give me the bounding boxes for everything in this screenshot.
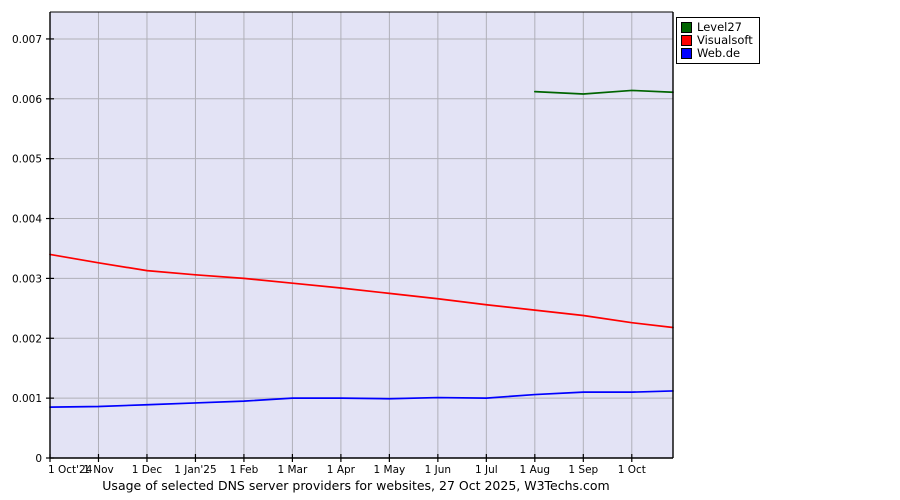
x-axis-tick-label: 1 Aug bbox=[520, 464, 551, 476]
x-axis-tick-label: 1 Jun bbox=[425, 464, 451, 476]
y-axis-tick-label: 0.006 bbox=[12, 94, 42, 106]
legend-item-level27: Level27 bbox=[681, 21, 753, 34]
legend-swatch-visualsoft bbox=[681, 35, 692, 46]
x-axis-tick-label: 1 Dec bbox=[132, 464, 163, 476]
gridlines bbox=[50, 12, 673, 458]
y-axis-tick-label: 0.003 bbox=[12, 273, 42, 285]
x-axis-tick-label: 1 Jul bbox=[475, 464, 498, 476]
y-axis-tick-label: 0 bbox=[35, 453, 42, 465]
series-line-web-de bbox=[49, 390, 674, 408]
data-series-lines bbox=[49, 89, 674, 408]
x-axis-tick-label: 1 Oct bbox=[618, 464, 646, 476]
legend-swatch-webde bbox=[681, 48, 692, 59]
legend-label-webde: Web.de bbox=[697, 46, 741, 60]
x-axis-tick-label: 1 May bbox=[374, 464, 406, 476]
legend-label-level27: Level27 bbox=[697, 20, 742, 34]
plot-background bbox=[50, 12, 673, 458]
y-axis-tick-label: 0.004 bbox=[12, 214, 42, 226]
legend-label-visualsoft: Visualsoft bbox=[697, 33, 753, 47]
x-axis-tick-label: 1 Feb bbox=[230, 464, 259, 476]
x-axis-tick-label: 1 Oct'24 bbox=[48, 464, 93, 476]
series-line-visualsoft bbox=[49, 253, 674, 329]
x-axis-tick-label: 1 Mar bbox=[277, 464, 308, 476]
x-axis-tick-label: 1 Sep bbox=[568, 464, 598, 476]
legend-item-webde: Web.de bbox=[681, 47, 753, 60]
series-line-level27 bbox=[533, 89, 674, 95]
y-axis-tick-label: 0.001 bbox=[12, 393, 42, 405]
axis-lines bbox=[49, 11, 674, 459]
x-axis-tick-label: 1 Nov bbox=[83, 464, 114, 476]
y-axis-tick-label: 0.007 bbox=[12, 34, 42, 46]
y-axis-tick-labels: 0 0.001 0.002 0.003 0.004 0.005 0.006 0.007 bbox=[12, 34, 42, 465]
x-axis-tick-label: 1 Apr bbox=[327, 464, 356, 476]
chart-caption: Usage of selected DNS server providers f… bbox=[102, 478, 610, 493]
x-axis-tick-labels: 1 Oct'241 Nov 1 Dec 1 Jan'25 1 Feb 1 Mar 1 Ap… bbox=[48, 464, 646, 476]
chart-legend: Level27 Visualsoft Web.de bbox=[676, 17, 760, 64]
legend-item-visualsoft: Visualsoft bbox=[681, 34, 753, 47]
x-axis-tick-label: 1 Jan'25 bbox=[174, 464, 216, 476]
legend-swatch-level27 bbox=[681, 22, 692, 33]
y-axis-tick-label: 0.002 bbox=[12, 333, 42, 345]
y-axis-tick-label: 0.005 bbox=[12, 154, 42, 166]
